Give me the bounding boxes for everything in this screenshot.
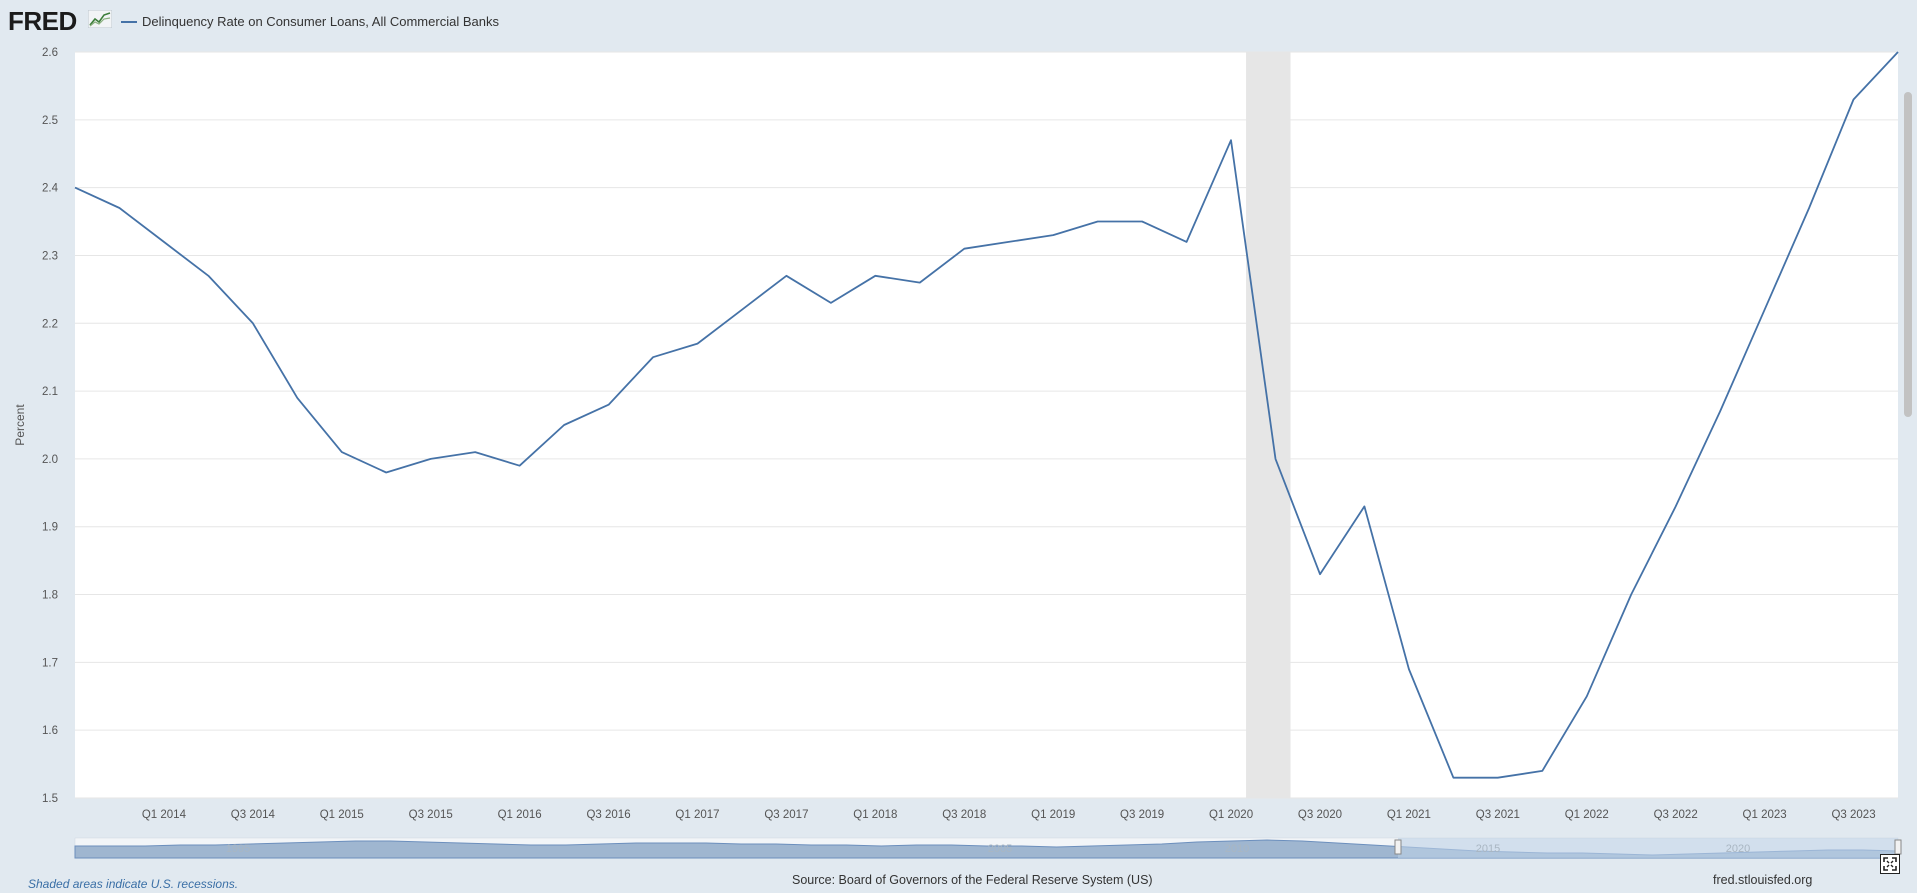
x-tick-label: Q3 2016 <box>586 809 630 821</box>
x-tick-label: Q1 2022 <box>1565 809 1609 821</box>
x-tick-label: Q3 2023 <box>1831 809 1875 821</box>
x-tick-label: Q3 2018 <box>942 809 986 821</box>
chart-header: FRED Delinquency Rate on Consumer Loans,… <box>0 0 1917 44</box>
x-tick-label: Q3 2015 <box>409 809 453 821</box>
fullscreen-icon <box>1883 857 1897 871</box>
navigator-tick-label: 2015 <box>1476 843 1500 855</box>
y-tick-label: 1.6 <box>42 725 58 737</box>
recession-note: Shaded areas indicate U.S. recessions. <box>28 877 239 891</box>
vertical-scrollbar[interactable] <box>1902 52 1915 852</box>
legend-swatch <box>121 21 137 23</box>
x-tick-label: Q3 2019 <box>1120 809 1164 821</box>
legend-label: Delinquency Rate on Consumer Loans, All … <box>142 14 499 29</box>
x-tick-label: Q1 2020 <box>1209 809 1253 821</box>
navigator-tick-label: 2010 <box>1225 843 1249 855</box>
navigator-tick-label: 2005 <box>988 843 1012 855</box>
recession-shade <box>1246 52 1291 798</box>
x-tick-label: Q1 2018 <box>853 809 897 821</box>
plot-area <box>75 52 1898 798</box>
x-tick-label: Q1 2014 <box>142 809 187 821</box>
y-tick-label: 2.3 <box>42 250 58 262</box>
x-tick-label: Q3 2014 <box>231 809 276 821</box>
x-tick-label: Q3 2022 <box>1654 809 1698 821</box>
series-line[interactable] <box>74 51 1899 779</box>
y-tick-label: 1.8 <box>42 590 58 602</box>
fullscreen-button[interactable] <box>1880 854 1900 874</box>
navigator-handle-left[interactable] <box>1394 839 1402 855</box>
x-tick-label: Q3 2020 <box>1298 809 1342 821</box>
navigator-tick-label: 1995 <box>226 843 250 855</box>
y-tick-label: 1.5 <box>42 793 58 805</box>
x-tick-label: Q1 2017 <box>675 809 719 821</box>
navigator-tick-label: 2020 <box>1726 843 1750 855</box>
x-tick-label: Q1 2016 <box>498 809 542 821</box>
y-tick-label: 2.4 <box>42 183 59 195</box>
y-tick-label: 1.7 <box>42 657 58 669</box>
x-tick-label: Q1 2023 <box>1743 809 1787 821</box>
y-tick-label: 2.5 <box>42 115 58 127</box>
navigator-handle-right[interactable] <box>1894 839 1902 855</box>
y-tick-label: 2.1 <box>42 386 58 398</box>
scrollbar-thumb[interactable] <box>1904 92 1912 417</box>
y-tick-label: 2.6 <box>42 47 58 59</box>
x-tick-label: Q1 2019 <box>1031 809 1075 821</box>
y-tick-label: 1.9 <box>42 522 58 534</box>
x-tick-label: Q3 2017 <box>764 809 808 821</box>
source-credit: Source: Board of Governors of the Federa… <box>792 873 1153 887</box>
fred-logo[interactable]: FRED <box>8 6 77 36</box>
source-url[interactable]: fred.stlouisfed.org <box>1713 873 1813 887</box>
y-axis-title: Percent <box>13 404 27 446</box>
y-tick-label: 2.2 <box>42 318 58 330</box>
x-tick-label: Q1 2021 <box>1387 809 1431 821</box>
y-tick-label: 2.0 <box>42 454 58 466</box>
line-chart-icon <box>88 10 112 28</box>
navigator-selection[interactable] <box>1398 838 1898 858</box>
x-tick-label: Q1 2015 <box>320 809 364 821</box>
x-tick-label: Q3 2021 <box>1476 809 1520 821</box>
